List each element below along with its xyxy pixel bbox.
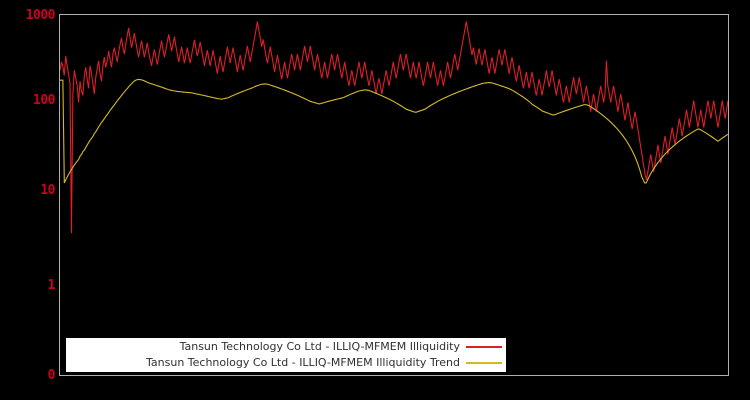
y-tick-1: 1 (47, 278, 56, 293)
legend-entry-illiquidity-trend: Tansun Technology Co Ltd - ILLIQ-MFMEM I… (66, 354, 506, 371)
legend-entry-illiquidity: Tansun Technology Co Ltd - ILLIQ-MFMEM I… (66, 338, 506, 355)
y-axis: 1000 100 10 1 0 (0, 0, 56, 400)
legend-label-illiquidity-trend: Tansun Technology Co Ltd - ILLIQ-MFMEM I… (146, 356, 460, 369)
plot-area (59, 14, 729, 376)
series-line-illiquidity-trend (60, 79, 728, 183)
series-line-illiquidity (60, 22, 728, 233)
plot-svg (60, 15, 728, 375)
y-tick-0: 0 (47, 368, 56, 383)
y-tick-10: 10 (40, 183, 55, 198)
legend-label-illiquidity: Tansun Technology Co Ltd - ILLIQ-MFMEM I… (179, 340, 460, 353)
legend-swatch-illiquidity (466, 345, 502, 348)
legend-swatch-illiquidity-trend (466, 361, 502, 364)
y-tick-1000: 1000 (25, 8, 56, 23)
y-tick-100: 100 (33, 93, 55, 108)
legend: Tansun Technology Co Ltd - ILLIQ-MFMEM I… (66, 338, 506, 372)
